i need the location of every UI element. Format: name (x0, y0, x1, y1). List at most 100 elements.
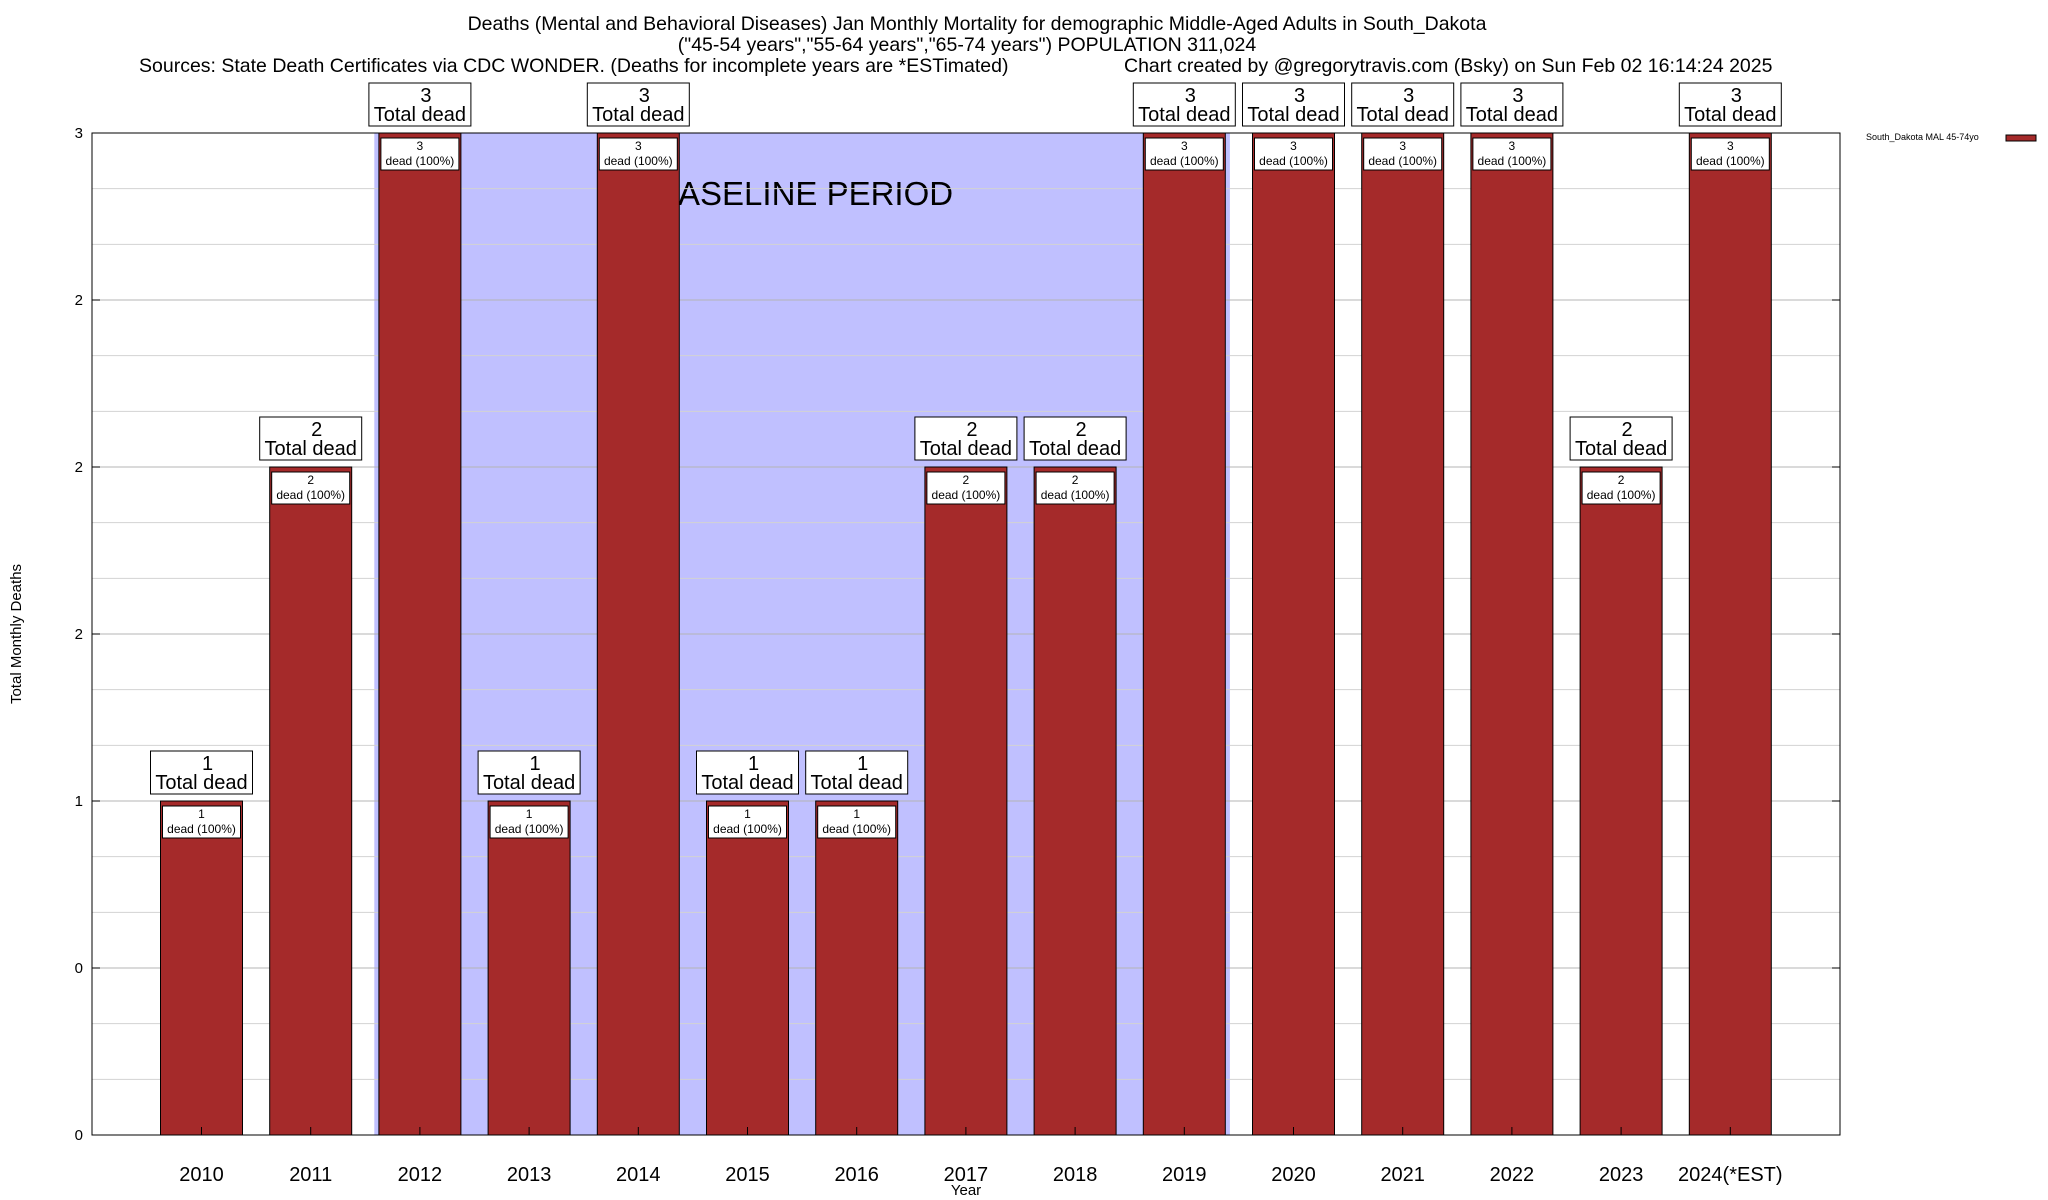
bar (1252, 132, 1335, 1136)
legend-swatch (2005, 134, 2037, 142)
y-tick-label: 2 (75, 292, 83, 309)
total-value: 3 (420, 85, 431, 107)
inbar-value: 1 (526, 807, 533, 821)
x-axis-title: Year (951, 1182, 981, 1199)
chart-title-line-2: ("45-54 years","55-64 years","65-74 year… (678, 34, 1257, 56)
inbar-label: dead (100%) (495, 822, 564, 836)
x-category-label: 2014 (616, 1164, 661, 1186)
inbar-label-box (271, 471, 351, 505)
inbar-value: 3 (1181, 139, 1188, 153)
total-value: 2 (311, 419, 322, 441)
y-tick-label: 3 (75, 125, 83, 142)
x-category-label: 2017 (944, 1164, 989, 1186)
inbar-label: dead (100%) (604, 154, 673, 168)
total-value: 2 (1076, 419, 1087, 441)
total-label: Total dead (1466, 104, 1558, 126)
total-label-box (1569, 416, 1673, 461)
total-label-box (1351, 82, 1455, 127)
inbar-label: dead (100%) (1368, 154, 1437, 168)
total-value: 3 (1403, 85, 1414, 107)
bar (1688, 132, 1772, 1136)
legend-series-label: South_Dakota MAL 45-74yo (1866, 132, 1979, 142)
x-category-label: 2022 (1490, 1164, 1535, 1186)
inbar-label: dead (100%) (1259, 154, 1328, 168)
y-tick-label: 1 (75, 793, 83, 810)
inbar-label-box (489, 805, 569, 839)
total-label: Total dead (1138, 104, 1230, 126)
total-label-box (586, 82, 690, 127)
bar (924, 466, 1008, 1136)
inbar-label: dead (100%) (1696, 154, 1765, 168)
x-category-label: 2013 (507, 1164, 552, 1186)
total-value: 1 (202, 753, 213, 775)
bar (378, 132, 462, 1136)
inbar-label: dead (100%) (1587, 488, 1656, 502)
x-category-label: 2010 (179, 1164, 224, 1186)
inbar-value: 2 (963, 473, 970, 487)
inbar-label-box (1144, 137, 1224, 171)
total-value: 3 (1731, 85, 1742, 107)
bar (487, 800, 571, 1136)
inbar-label-box (380, 137, 460, 171)
inbar-label-box (1472, 137, 1552, 171)
bar (706, 800, 789, 1136)
total-label-box (368, 82, 472, 127)
title-block: Deaths (Mental and Behavioral Diseases) … (139, 13, 1773, 77)
total-label-box (477, 750, 581, 795)
inbar-label-box (1690, 137, 1770, 171)
y-axis-title: Total Monthly Deaths (8, 564, 25, 704)
chart-sources-text: Sources: State Death Certificates via CD… (139, 55, 1009, 77)
total-label: Total dead (374, 104, 466, 126)
bar (1361, 132, 1445, 1136)
bar (1579, 466, 1663, 1136)
x-category-label: 2011 (289, 1164, 332, 1186)
inbar-label: dead (100%) (1478, 154, 1547, 168)
bars-layer (160, 132, 1772, 1136)
inbar-value: 3 (1727, 139, 1734, 153)
total-label-box (259, 416, 363, 461)
axis-layer: 0 0 1 2 2 2 3 2010 2011 2012 2013 2014 2015 2016 2017 2… (75, 125, 1840, 1186)
inbar-value: 3 (635, 139, 642, 153)
baseline-label: BASELINE PERIOD (656, 175, 953, 212)
total-label-box (805, 750, 909, 795)
x-category-label: 2012 (398, 1164, 443, 1186)
inbar-value: 3 (417, 139, 424, 153)
total-label: Total dead (920, 438, 1012, 460)
total-label-box (1460, 82, 1564, 127)
total-value: 1 (748, 753, 759, 775)
inbar-value: 2 (307, 473, 314, 487)
bar (1142, 132, 1226, 1136)
inbar-label-box (162, 805, 241, 839)
total-label: Total dead (701, 772, 793, 794)
inbar-label-box (1035, 471, 1115, 505)
total-label: Total dead (155, 772, 247, 794)
inbar-label-box (708, 805, 787, 839)
inbar-label: dead (100%) (822, 822, 891, 836)
total-label-box (150, 750, 253, 795)
total-value: 2 (966, 419, 977, 441)
inbar-label: dead (100%) (386, 154, 455, 168)
inbar-label-box (598, 137, 678, 171)
total-label-box (1678, 82, 1782, 127)
legend: South_Dakota MAL 45-74yo (1866, 132, 2037, 142)
y-tick-label: 0 (75, 1127, 83, 1144)
x-category-label: 2020 (1271, 1164, 1316, 1186)
inbar-value: 1 (198, 807, 205, 821)
inbar-value: 3 (1509, 139, 1516, 153)
bar (269, 466, 353, 1136)
total-value: 3 (1185, 85, 1196, 107)
total-label: Total dead (811, 772, 903, 794)
y-tick-label: 2 (75, 459, 83, 476)
x-category-label: 2016 (834, 1164, 879, 1186)
total-value: 3 (1294, 85, 1305, 107)
y-tick-label: 0 (75, 960, 83, 977)
total-value: 1 (530, 753, 541, 775)
total-label: Total dead (1357, 104, 1449, 126)
x-category-label: 2015 (725, 1164, 770, 1186)
total-label-box (1023, 416, 1127, 461)
inbar-label-box (926, 471, 1006, 505)
total-label-box (914, 416, 1018, 461)
total-label: Total dead (1684, 104, 1776, 126)
